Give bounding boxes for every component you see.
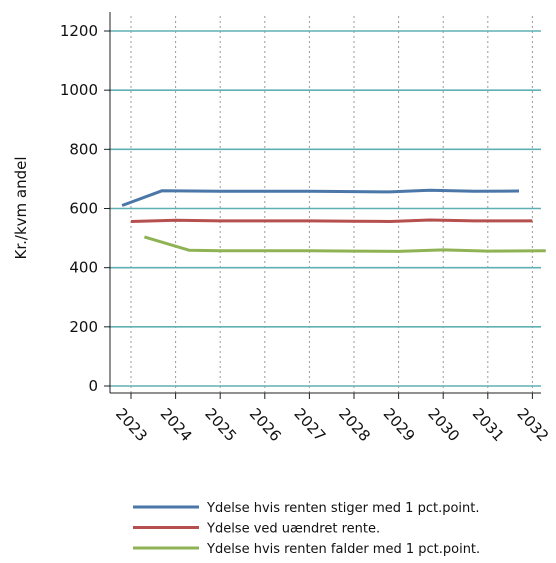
legend-label-1: Ydelse hvis renten stiger med 1 pct.poin… bbox=[206, 501, 480, 516]
y-tick-label-0: 0 bbox=[88, 377, 98, 395]
x-tick-label-2030: 2030 bbox=[424, 405, 463, 445]
legend: Ydelse hvis renten stiger med 1 pct.poin… bbox=[133, 501, 480, 557]
x-tick-label-2026: 2026 bbox=[246, 405, 285, 445]
x-tick-label-2031: 2031 bbox=[469, 405, 508, 445]
y-tick-label-400: 400 bbox=[69, 259, 98, 277]
y-tick-label-800: 800 bbox=[69, 140, 98, 158]
grid bbox=[109, 16, 541, 393]
x-tick-label-2023: 2023 bbox=[112, 405, 151, 445]
x-tick-label-2028: 2028 bbox=[335, 405, 374, 445]
x-tick-label-2024: 2024 bbox=[157, 405, 196, 445]
series-line-2 bbox=[130, 218, 533, 223]
legend-label-3: Ydelse hvis renten falder med 1 pct.poin… bbox=[206, 542, 480, 557]
y-tick-label-600: 600 bbox=[69, 200, 98, 218]
y-axis-title: Kr./kvm andel bbox=[12, 156, 30, 259]
y-tick-label-1000: 1000 bbox=[60, 81, 98, 99]
series-lines bbox=[121, 188, 546, 253]
x-tick-label-2032: 2032 bbox=[513, 405, 552, 445]
legend-label-2: Ydelse ved uændret rente. bbox=[206, 522, 380, 537]
series-line-1 bbox=[121, 188, 520, 207]
x-tick-label-2029: 2029 bbox=[380, 405, 419, 445]
y-tick-label-1200: 1200 bbox=[60, 22, 98, 40]
y-tick-label-200: 200 bbox=[69, 318, 98, 336]
x-tick-label-2027: 2027 bbox=[290, 405, 329, 445]
series-line-3 bbox=[143, 235, 546, 253]
x-tick-label-2025: 2025 bbox=[201, 405, 240, 445]
axes bbox=[104, 12, 541, 399]
